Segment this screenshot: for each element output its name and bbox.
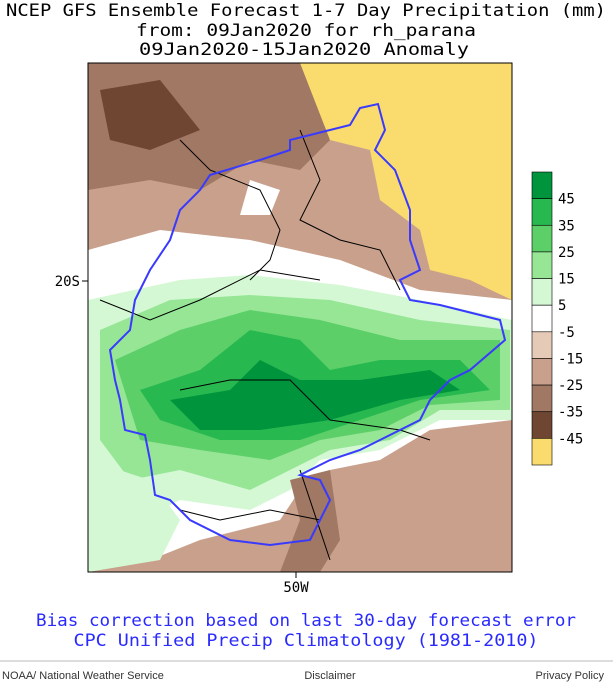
lon-label: 50W <box>283 580 309 596</box>
footer-link[interactable]: Privacy Policy <box>536 670 605 682</box>
color-label: 15 <box>558 272 575 288</box>
color-box <box>531 411 553 439</box>
note: Bias correction based on last 30-day for… <box>36 611 576 631</box>
footer-link[interactable]: Disclaimer <box>304 670 356 682</box>
color-label: 45 <box>558 192 575 208</box>
color-label: 35 <box>558 218 575 234</box>
map: 20S 50W <box>55 62 513 596</box>
color-label: 5 <box>558 298 566 314</box>
color-label: -5 <box>558 325 575 341</box>
lat-label: 20S <box>55 274 80 290</box>
color-box <box>531 224 553 253</box>
color-label: 25 <box>558 245 575 261</box>
color-box <box>531 438 553 466</box>
colorbar: 45 35 25 15 5 -5 -15 -25 -35 -45 <box>531 171 583 466</box>
period: 09Jan2020-15Jan2020 Anomaly <box>139 40 469 60</box>
color-box <box>531 171 553 199</box>
color-label: -35 <box>558 405 583 421</box>
color-box <box>531 278 553 306</box>
color-box <box>531 251 553 279</box>
color-label: -25 <box>558 378 583 394</box>
color-box <box>531 304 553 333</box>
footer-link[interactable]: NOAA/ National Weather Service <box>2 670 164 682</box>
color-box <box>531 384 553 413</box>
title: NCEP GFS Ensemble Forecast 1-7 Day Preci… <box>6 1 606 21</box>
color-box <box>531 198 553 226</box>
color-box <box>531 331 553 359</box>
subtitle: from: 09Jan2020 for rh_parana <box>136 21 476 41</box>
color-box <box>531 358 553 386</box>
color-label: -45 <box>558 431 583 447</box>
color-label: -15 <box>558 351 583 367</box>
note: CPC Unified Precip Climatology (1981-201… <box>74 631 539 651</box>
